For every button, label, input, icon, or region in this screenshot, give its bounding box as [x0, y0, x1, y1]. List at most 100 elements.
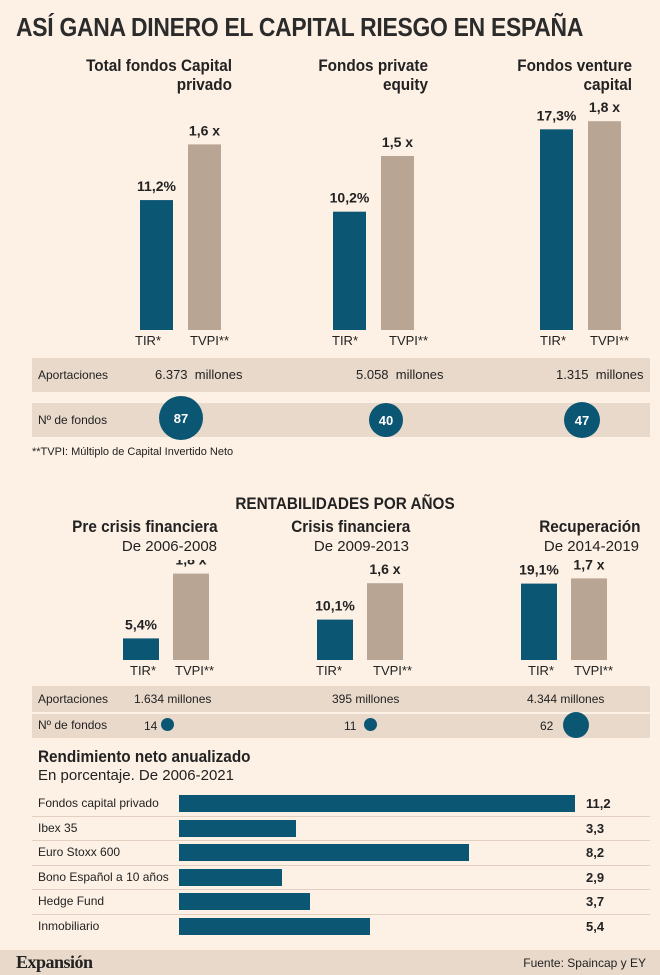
aportaciones-label-top: Aportaciones — [38, 368, 109, 382]
aportaciones-band-mid — [32, 686, 650, 712]
panel-1-tir-value: 11,2% — [137, 178, 176, 194]
hbar-label: Hedge Fund — [38, 894, 105, 908]
panel-3-fondos-circle: 47 — [564, 402, 600, 438]
panel-1-chart: 11,2% 1,6 x — [137, 122, 221, 330]
hbar-bar — [179, 844, 470, 861]
period-3-tvpi-bar — [571, 578, 607, 660]
panel-2-chart: 10,2% 1,5 x — [330, 134, 414, 330]
panel-3-chart: 17,3% 1,8 x — [537, 99, 621, 330]
period-2-title: Crisis financiera — [290, 517, 410, 536]
period-3-tir-label: TIR* — [528, 663, 554, 678]
panel-2-title: Fondos private equity — [318, 56, 428, 94]
hbar-label: Fondos capital privado — [38, 796, 159, 810]
period-2-subtitle: De 2009-2013 — [313, 538, 409, 555]
period-3-fondos: 62 — [540, 719, 554, 733]
fondos-band-top — [32, 403, 650, 437]
panel-1-tvpi-label: TVPI** — [190, 333, 230, 348]
footnote: **TVPI: Múltiplo de Capital Invertido Ne… — [32, 446, 234, 458]
period-3-tvpi-label: TVPI** — [574, 663, 614, 678]
aportaciones-label-mid: Aportaciones — [38, 692, 109, 706]
period-1-fondos-dot — [161, 718, 174, 731]
period-2-tvpi-label: TVPI** — [373, 663, 413, 678]
fondos-label-top: Nº de fondos — [38, 413, 108, 427]
period-3-chart: 19,1% 1,7 x — [519, 556, 607, 660]
panel-1-tvpi-value: 1,6 x — [189, 122, 220, 138]
period-3-tvpi-value: 1,7 x — [573, 556, 604, 572]
period-1-tvpi-value: 1,8 x — [175, 560, 206, 568]
period-1-title: Pre crisis financiera — [72, 517, 218, 536]
panel-2-tvpi-bar — [381, 156, 414, 330]
period-3-title: Recuperación — [538, 517, 640, 536]
panel-3-tir-bar — [540, 129, 573, 330]
period-2-chart: 10,1% 1,6 x — [315, 561, 403, 660]
source: Fuente: Spaincap y EY — [523, 956, 646, 970]
period-3-tir-bar — [521, 583, 557, 660]
panel-2-tvpi-label: TVPI** — [389, 333, 429, 348]
hbar-value: 8,2 — [586, 845, 605, 860]
panel-1-fondos-circle: 87 — [159, 396, 203, 440]
hbar-value: 11,2 — [586, 796, 611, 811]
aportaciones-band-top — [32, 358, 650, 392]
period-2-tvpi-value: 1,6 x — [369, 561, 400, 577]
period-3-tir-value: 19,1% — [519, 562, 559, 578]
panel-3-tvpi-value: 1,8 x — [589, 99, 620, 115]
hbar-divider — [32, 889, 650, 890]
period-3-aportaciones: 4.344 millones — [527, 692, 605, 706]
panel-3-aportaciones: 1.315 millones — [556, 367, 644, 382]
period-1-subtitle: De 2006-2008 — [121, 538, 217, 555]
period-1-tvpi-bar — [173, 573, 209, 660]
period-2-tir-bar — [317, 619, 353, 660]
page-title: ASÍ GANA DINERO EL CAPITAL RIESGO EN ESP… — [16, 12, 584, 42]
fondos-band-mid — [32, 714, 650, 738]
hbar-bar — [179, 893, 310, 910]
hbar-value: 5,4 — [586, 918, 605, 934]
period-2-fondos: 11 — [344, 719, 357, 733]
panel-3-title: Fondos venture capital — [517, 56, 632, 94]
panel-2-fondos-circle: 40 — [369, 403, 403, 437]
hbar-divider — [32, 840, 650, 841]
fondos-label-mid: Nº de fondos — [38, 718, 108, 732]
period-2-aportaciones: 395 millones — [332, 692, 400, 706]
panel-1-title: Total fondos Capital privado — [86, 56, 232, 94]
hbar-value: 2,9 — [586, 869, 605, 885]
panel-2-tvpi-value: 1,5 x — [382, 134, 413, 150]
period-1-tir-bar — [123, 638, 159, 660]
period-3-subtitle: De 2014-2019 — [543, 538, 639, 555]
period-1-chart: 5,4% 1,8 x — [123, 560, 209, 660]
period-2-tir-label: TIR* — [316, 663, 342, 678]
hbar-chart: Fondos capital privado 11,2 Ibex 35 3,3 Euro… — [0, 793, 660, 943]
period-1-fondos: 14 — [144, 719, 158, 733]
hbar-subtitle: En porcentaje. De 2006-2021 — [38, 767, 234, 784]
period-1-aportaciones: 1.634 millones — [134, 692, 212, 706]
period-1-tir-label: TIR* — [130, 663, 156, 678]
period-1-tir-value: 5,4% — [125, 616, 157, 632]
panel-2-aportaciones: 5.058 millones — [356, 367, 444, 382]
hbar-title: Rendimiento neto anualizado — [38, 747, 251, 766]
panel-2-tir-value: 10,2% — [330, 190, 370, 206]
panel-3-tvpi-label: TVPI** — [590, 333, 630, 348]
panel-3-tir-label: TIR* — [540, 333, 566, 348]
panel-1-aportaciones: 6.373 millones — [155, 367, 243, 382]
hbar-bar — [179, 819, 296, 837]
section2-title: RENTABILIDADES POR AÑOS — [235, 494, 455, 513]
hbar-value: 3,7 — [586, 894, 605, 909]
hbar-bar — [179, 795, 576, 812]
hbar-label: Inmobiliario — [38, 918, 100, 933]
panel-3-tvpi-bar — [588, 121, 621, 330]
period-3-fondos-dot — [563, 712, 589, 738]
panel-1-tvpi-bar — [188, 144, 221, 330]
hbar-bar — [179, 917, 371, 935]
hbar-divider — [32, 815, 650, 817]
panel-3-tir-value: 17,3% — [537, 107, 577, 123]
hbar-divider — [32, 913, 650, 915]
panel-1-tir-bar — [140, 200, 173, 330]
period-2-tvpi-bar — [367, 583, 403, 660]
panel-1-tir-label: TIR* — [135, 333, 161, 348]
panel-2-tir-label: TIR* — [332, 333, 358, 348]
hbar-label: Ibex 35 — [38, 820, 78, 835]
period-2-tir-value: 10,1% — [315, 598, 355, 614]
hbar-bar — [179, 868, 282, 886]
expansion-logo: Expansión — [16, 952, 93, 972]
hbar-value: 3,3 — [586, 820, 605, 836]
period-2-fondos-dot — [364, 718, 377, 731]
